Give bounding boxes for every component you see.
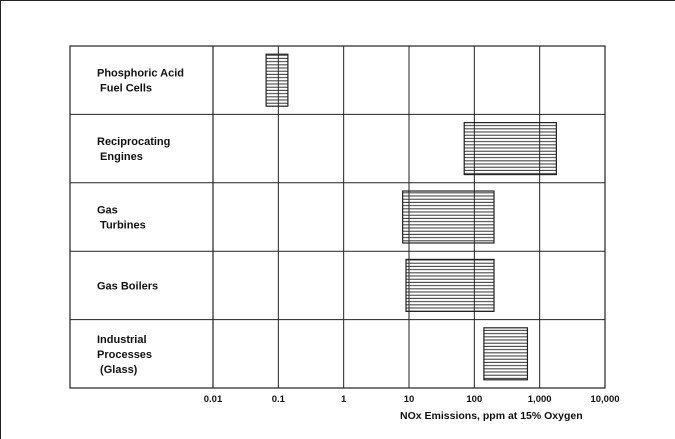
- x-tick-label: 100: [466, 394, 482, 405]
- category-label: Phosphoric Acid Fuel Cells: [97, 68, 184, 95]
- range-bar: [405, 258, 495, 312]
- range-bar: [402, 190, 495, 244]
- x-tick-label: 1,000: [528, 394, 552, 405]
- x-tick-label: 1: [341, 394, 347, 405]
- category-label: Reciprocating Engines: [97, 136, 170, 163]
- range-bar: [265, 53, 289, 107]
- category-label: Gas Boilers: [97, 280, 158, 292]
- range-bar: [483, 327, 529, 381]
- x-tick-label: 10: [404, 394, 415, 405]
- x-axis-label: NOx Emissions, ppm at 15% Oxygen: [400, 410, 583, 422]
- range-bar: [463, 122, 557, 176]
- grid: [69, 45, 606, 389]
- category-labels: Phosphoric Acid Fuel Cells Reciprocating …: [97, 68, 184, 376]
- x-tick-label: 0.01: [204, 394, 223, 405]
- x-tick-label: 10,000: [590, 394, 619, 405]
- category-label: Industrial Processes (Glass): [97, 334, 152, 376]
- x-axis-ticks: 0.01 0.1 1 10 100 1,000 10,000: [204, 394, 620, 405]
- x-tick-label: 0.1: [272, 394, 286, 405]
- category-label: Gas Turbines: [97, 205, 146, 232]
- range-bars: [265, 53, 557, 381]
